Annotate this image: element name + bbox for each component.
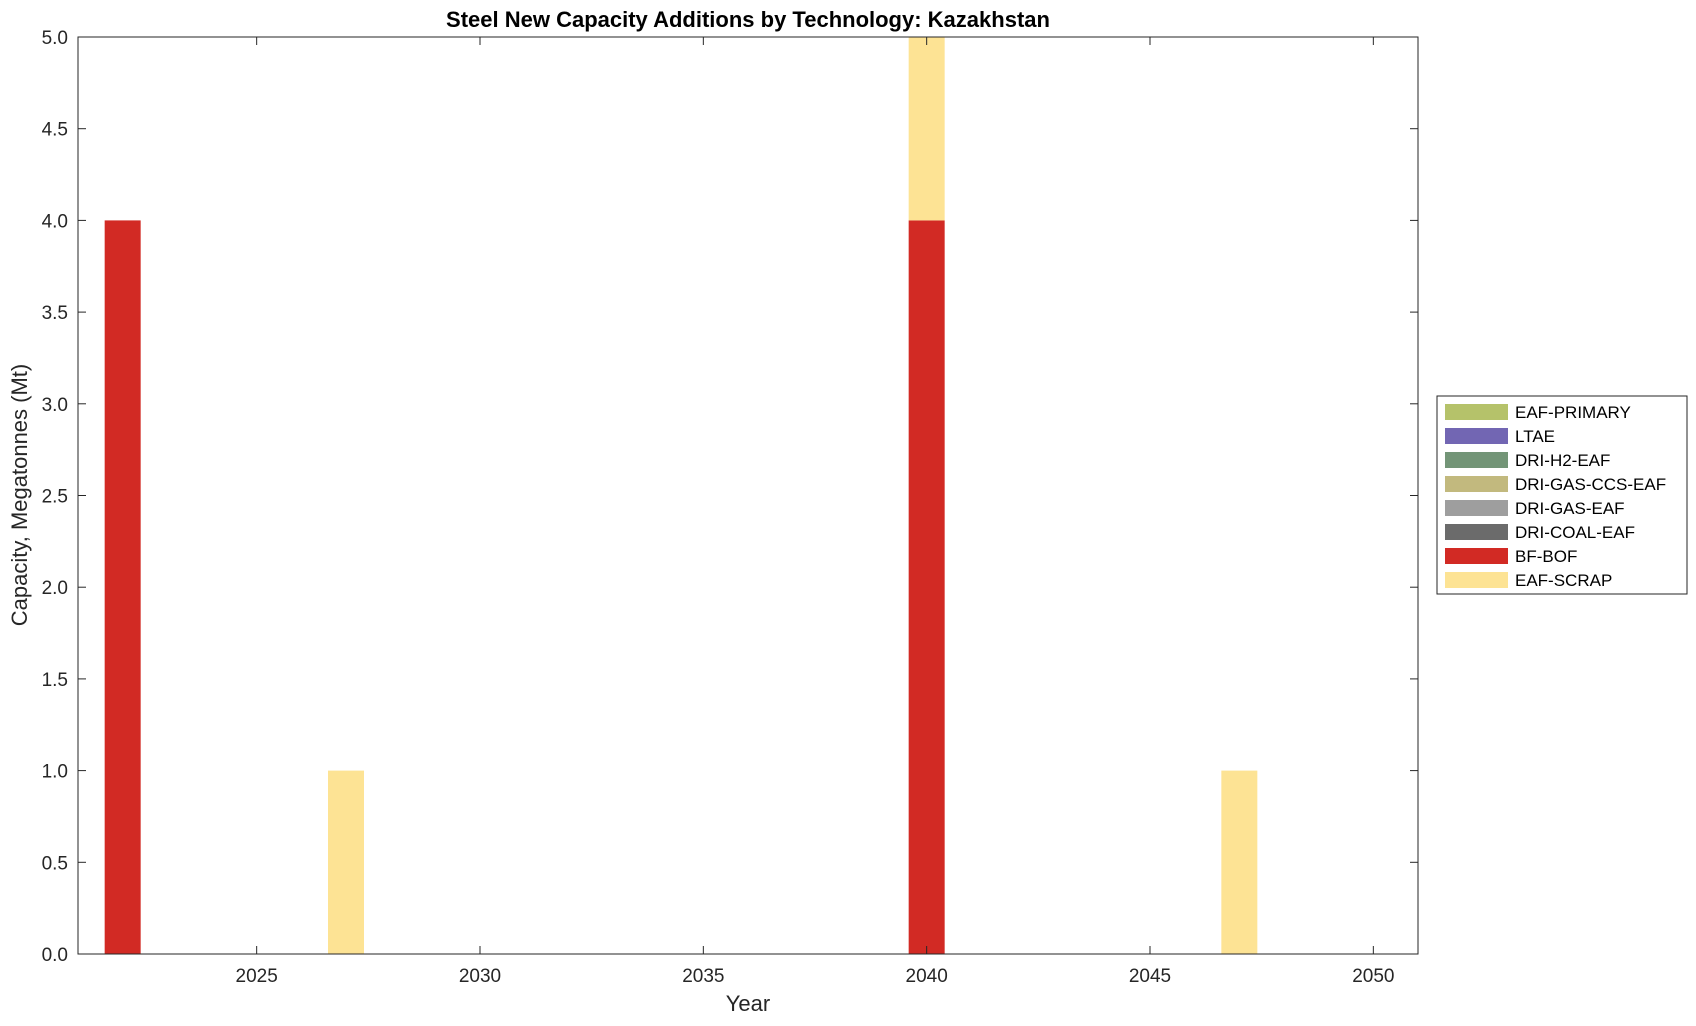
legend-swatch-dri-gas-ccs-eaf — [1445, 476, 1508, 492]
y-tick-label: 1.5 — [42, 670, 68, 691]
legend-label-dri-gas-ccs-eaf: DRI-GAS-CCS-EAF — [1515, 475, 1666, 494]
y-axis-title: Capacity, Megatonnes (Mt) — [7, 364, 32, 626]
y-tick-label: 4.5 — [42, 120, 68, 141]
x-tick-label: 2040 — [906, 966, 948, 987]
legend: EAF-PRIMARY LTAE DRI-H2-EAF DRI-GAS-CCS-EAF… — [1436, 395, 1688, 595]
legend-label-bf-bof: BF-BOF — [1515, 547, 1577, 566]
legend-label-dri-coal-eaf: DRI-COAL-EAF — [1515, 523, 1635, 542]
chart-title: Steel New Capacity Additions by Technolo… — [446, 7, 1050, 32]
x-tick-label: 2035 — [682, 966, 724, 987]
legend-label-dri-gas-eaf: DRI-GAS-EAF — [1515, 499, 1625, 518]
y-tick-label: 2.5 — [42, 487, 68, 508]
bar-eaf-scrap-2040 — [908, 37, 945, 221]
y-tick-label: 1.0 — [42, 762, 68, 783]
ticks-layer: 2025 2030 2035 2040 2045 2050 0.0 0.5 1.0 1.5 2.0 2… — [42, 28, 1418, 987]
legend-swatch-bf-bof — [1445, 548, 1508, 564]
legend-label-eaf-primary: EAF-PRIMARY — [1515, 403, 1631, 422]
y-tick-label: 0.5 — [42, 853, 68, 874]
bar-bf-bof-2040 — [908, 220, 945, 954]
y-tick-label: 4.0 — [42, 211, 68, 232]
legend-items: EAF-PRIMARY LTAE DRI-H2-EAF DRI-GAS-CCS-EAF… — [1445, 403, 1666, 590]
legend-swatch-eaf-primary — [1445, 404, 1508, 420]
legend-swatch-ltae — [1445, 428, 1508, 444]
plot-frame — [77, 36, 1419, 955]
legend-swatch-dri-coal-eaf — [1445, 524, 1508, 540]
bar-eaf-scrap-2047 — [1221, 770, 1258, 954]
legend-swatch-dri-gas-eaf — [1445, 500, 1508, 516]
bars-layer — [104, 37, 1258, 954]
y-tick-label: 5.0 — [42, 28, 68, 49]
y-tick-label: 2.0 — [42, 578, 68, 599]
bar-bf-bof-2022 — [104, 220, 141, 954]
legend-label-ltae: LTAE — [1515, 427, 1555, 446]
x-tick-label: 2030 — [459, 966, 501, 987]
y-tick-label: 0.0 — [42, 945, 68, 966]
bar-eaf-scrap-2027 — [328, 770, 364, 954]
legend-swatch-eaf-scrap — [1445, 572, 1508, 588]
y-tick-label: 3.5 — [42, 303, 68, 324]
x-axis-title: Year — [726, 991, 770, 1016]
x-tick-label: 2050 — [1352, 966, 1394, 987]
legend-swatch-dri-h2-eaf — [1445, 452, 1508, 468]
legend-label-eaf-scrap: EAF-SCRAP — [1515, 571, 1612, 590]
x-tick-label: 2025 — [236, 966, 278, 987]
x-tick-label: 2045 — [1129, 966, 1171, 987]
legend-label-dri-h2-eaf: DRI-H2-EAF — [1515, 451, 1610, 470]
y-tick-label: 3.0 — [42, 395, 68, 416]
